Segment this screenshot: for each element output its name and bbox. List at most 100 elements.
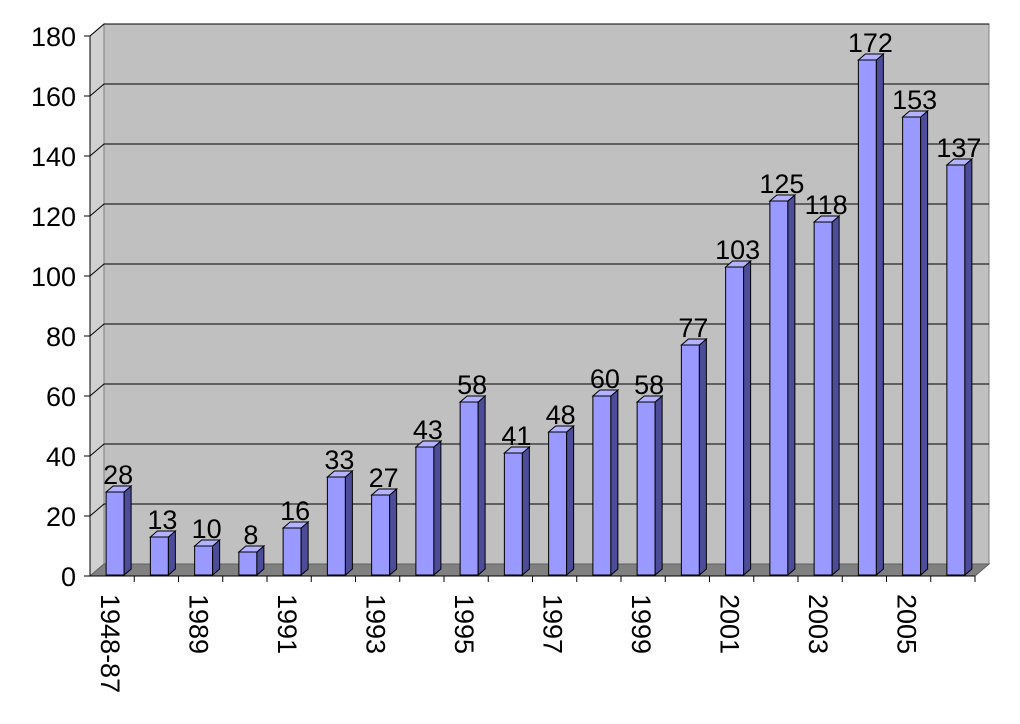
bar-top: [149, 530, 177, 538]
data-label: 125: [759, 169, 804, 199]
side-wall: [89, 22, 105, 578]
bar-front: [415, 446, 435, 576]
bar: [237, 544, 266, 577]
x-axis-ticks: 1948-87 1989 1991 1993 1995 1997 1999 2001 2003 2…: [90, 575, 976, 693]
x-tick-label: 1995: [449, 594, 479, 654]
bar: [149, 529, 177, 577]
bar-front: [902, 116, 922, 576]
data-label: 172: [848, 28, 893, 58]
data-label: 48: [546, 400, 576, 430]
bar-front: [592, 395, 612, 576]
y-tick-label: 160: [31, 82, 76, 112]
bar-side: [300, 520, 309, 577]
floor: [88, 563, 991, 577]
data-label: 103: [715, 235, 760, 265]
data-label: 153: [892, 85, 937, 115]
bar-top: [857, 53, 885, 61]
bar: [547, 424, 575, 577]
x-tick-label: 2005: [892, 594, 922, 654]
bar-top: [104, 485, 133, 493]
bar-side: [920, 109, 929, 577]
bar-side: [167, 529, 176, 577]
bar: [945, 157, 974, 577]
bar: [768, 193, 797, 577]
bar-front: [548, 431, 568, 576]
data-label: 60: [590, 364, 620, 394]
bar-front: [725, 266, 745, 576]
y-tick-label: 120: [31, 202, 76, 232]
data-label: 33: [324, 445, 354, 475]
gridline: [89, 203, 989, 217]
bar: [458, 394, 487, 577]
bar-top: [901, 110, 929, 118]
data-label: 13: [147, 505, 177, 535]
bar-side: [344, 469, 353, 577]
gridline: [89, 263, 989, 277]
bar-side: [477, 394, 486, 577]
bars: [104, 52, 974, 577]
bar: [193, 538, 221, 577]
bar-top: [591, 389, 620, 397]
bar-front: [459, 401, 479, 576]
bar: [812, 214, 841, 577]
bar-side: [654, 394, 663, 577]
bar-front: [149, 536, 169, 576]
bar-side: [787, 193, 796, 577]
bar-top: [193, 539, 221, 547]
data-label: 58: [457, 370, 487, 400]
data-label: 43: [413, 415, 443, 445]
gridline: [89, 143, 989, 157]
bar: [680, 337, 708, 577]
bar-side: [389, 487, 398, 577]
bar-front: [769, 200, 789, 576]
bar-side: [698, 337, 707, 577]
bar: [370, 487, 398, 577]
bar: [104, 484, 133, 577]
bar-front: [680, 344, 700, 576]
x-tick-label: 2003: [803, 594, 833, 654]
data-label: 27: [369, 463, 399, 493]
bar-front: [371, 494, 391, 576]
data-label: 16: [280, 496, 310, 526]
y-tick-label: 100: [31, 262, 76, 292]
x-tick-label: 1989: [184, 594, 214, 654]
bar-top: [370, 488, 398, 496]
y-tick-label: 60: [46, 382, 76, 412]
bar-top: [281, 521, 310, 529]
data-label: 118: [805, 190, 848, 220]
y-tick-label: 20: [46, 502, 76, 532]
bar-top: [237, 545, 266, 553]
bar-front: [857, 59, 877, 576]
gridline: [89, 23, 989, 37]
bar-top: [503, 446, 531, 454]
bar: [281, 520, 310, 577]
y-axis-ticks: 0 20 40 60 80 100 120 140 160 180: [31, 22, 91, 592]
gridline: [89, 83, 989, 97]
bar: [503, 445, 531, 577]
bar-front: [946, 164, 966, 576]
x-tick-label: 1948-87: [95, 594, 125, 693]
data-label: 28: [103, 460, 133, 490]
x-tick-label: 1993: [361, 594, 391, 654]
bar-side: [875, 52, 884, 577]
bar-top: [326, 470, 354, 478]
bar-front: [636, 401, 656, 576]
bar-top: [414, 440, 443, 448]
bar: [326, 469, 354, 577]
data-label: 58: [634, 370, 664, 400]
bar-side: [123, 484, 132, 577]
gridline: [89, 323, 989, 337]
bar-side: [964, 157, 973, 577]
bar-top: [458, 395, 487, 403]
y-tick-label: 140: [31, 142, 76, 172]
bar: [635, 394, 664, 577]
bar-front: [282, 527, 302, 576]
bar-top: [547, 425, 575, 433]
bar: [414, 439, 443, 577]
data-label: 8: [243, 520, 258, 550]
bar: [591, 388, 620, 577]
bar-front: [194, 545, 214, 576]
bar-side: [433, 439, 442, 577]
